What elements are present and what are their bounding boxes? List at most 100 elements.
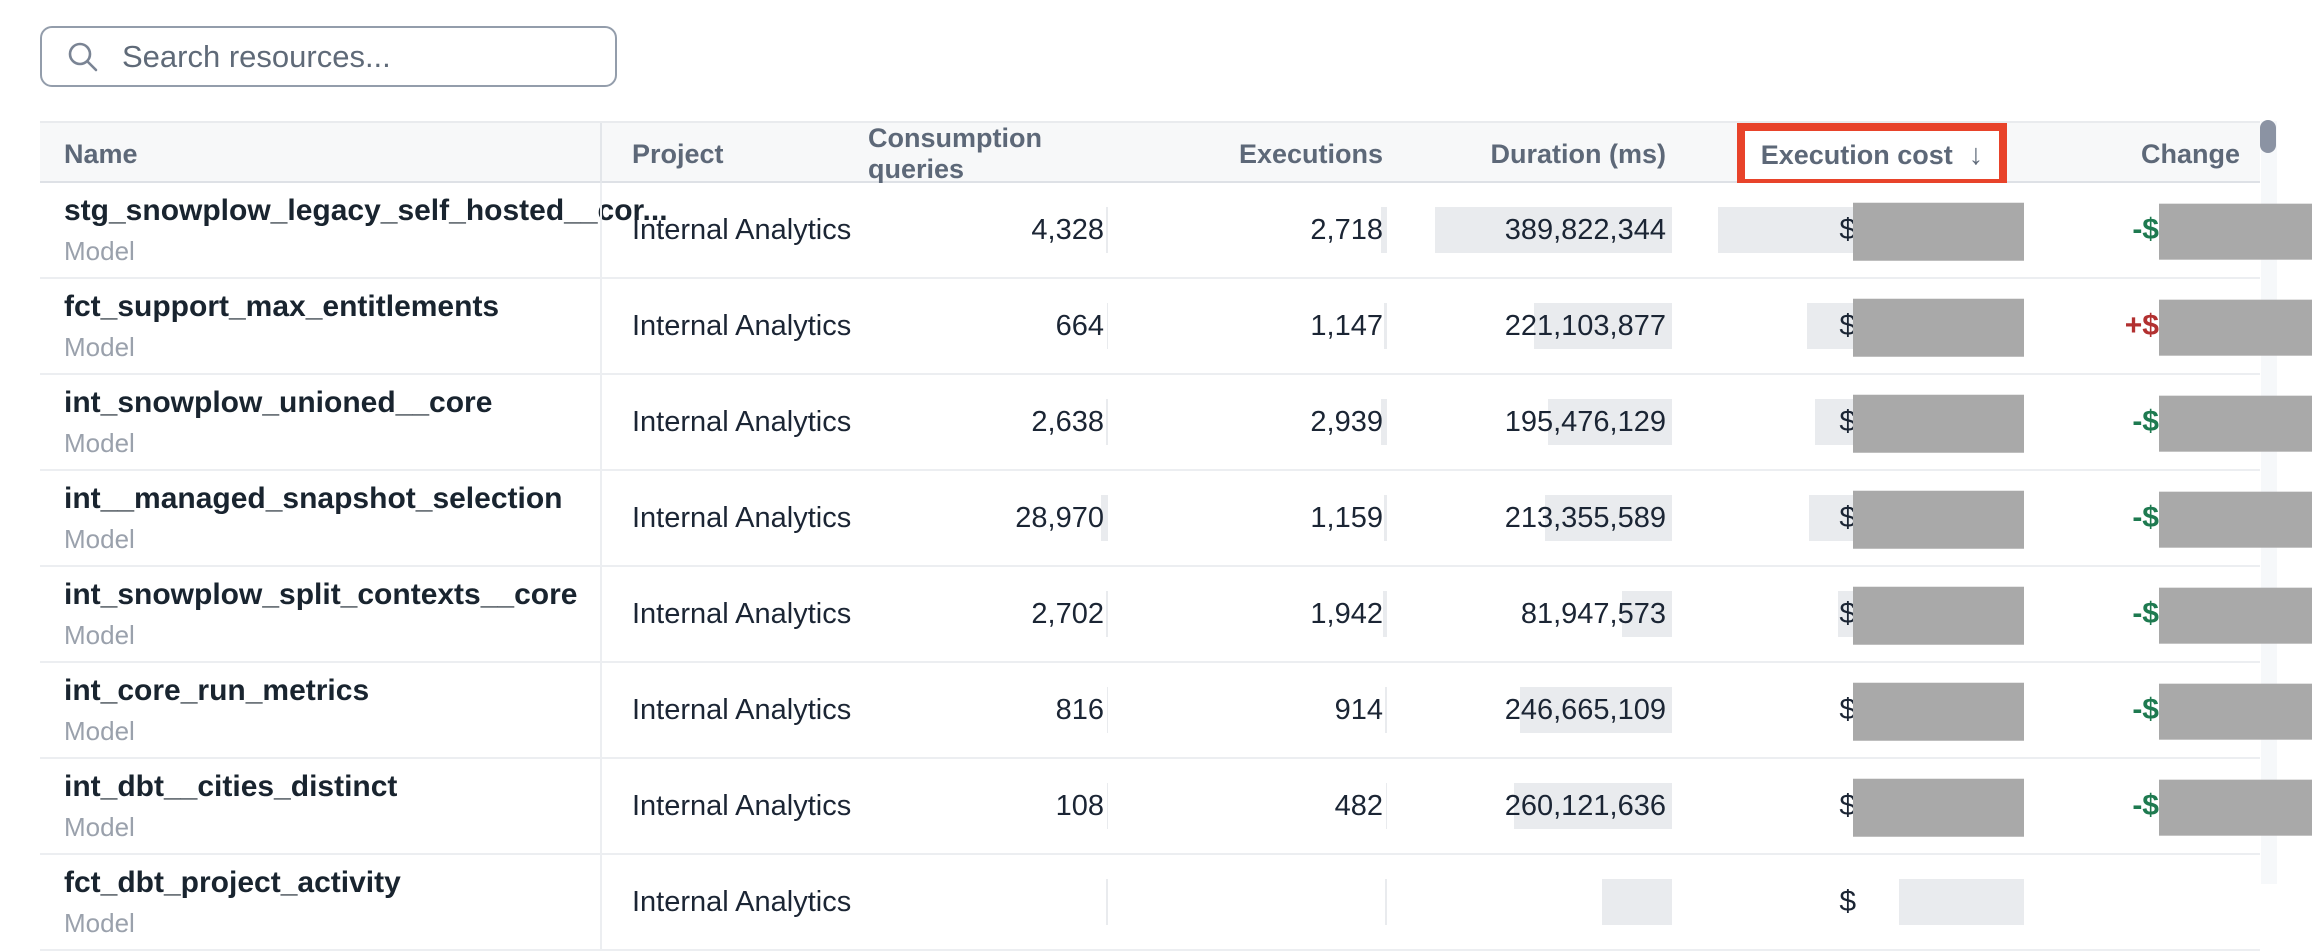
duration-value: 221,103,877 [1504,310,1666,342]
value-bar [1622,591,1672,637]
resource-type: Model [64,907,135,938]
change-sign: -$ [2132,213,2159,246]
execution-cost-cell: $ [1692,471,2044,565]
table-row[interactable]: int__managed_snapshot_selection Model In… [40,471,2312,567]
resource-name: int_core_run_metrics [64,673,370,707]
value-bar [1384,495,1387,541]
search-input[interactable] [120,37,615,76]
cost-currency-prefix: $ [1839,693,1856,726]
execution-cost-cell: $ [1692,279,2044,373]
table-row[interactable]: fct_dbt_project_activity Model Internal … [40,855,2260,951]
execution-cost-label: Execution cost [1760,139,1953,170]
value-bar [1106,591,1108,637]
consumption-queries-value: 664 [1055,310,1104,342]
value-bar [1385,687,1387,733]
table-header-row: Name Project Consumption queries Executi… [40,121,2260,187]
cost-currency-prefix: $ [1839,309,1856,342]
resource-name-cell[interactable]: stg_snowplow_legacy_self_hosted__cor... … [40,183,668,277]
duration-value: 389,822,344 [1504,214,1666,246]
redaction-overlay [1853,298,2024,357]
scrollbar-thumb[interactable] [2260,120,2276,153]
project-cell: Internal Analytics [600,855,868,949]
search-box[interactable] [40,26,617,87]
resource-name-cell[interactable]: int_snowplow_unioned__core Model [40,375,600,469]
resource-name-cell[interactable]: int_snowplow_split_contexts__core Model [40,567,600,661]
resource-type: Model [64,811,135,842]
executions-value: 1,147 [1310,310,1383,342]
executions-value: 1,159 [1310,502,1383,534]
redaction-overlay [2159,203,2312,260]
value-bar [1107,303,1108,349]
change-sign: +$ [2124,309,2159,342]
change-sign: -$ [2132,501,2159,534]
value-bar [1107,687,1108,733]
value-bar [1520,687,1672,733]
resource-name: int_snowplow_unioned__core [64,385,493,419]
table-row[interactable]: fct_support_max_entitlements Model Inter… [40,279,2312,375]
value-bar [1106,207,1108,253]
project-cell: Internal Analytics [600,279,868,373]
duration-value: 81,947,573 [1520,598,1666,630]
cost-currency-prefix: $ [1839,405,1856,438]
column-header-duration[interactable]: Duration (ms) [1490,138,1667,169]
consumption-queries-cell: 2,638 [868,375,1130,469]
consumption-queries-cell: 108 [868,759,1130,853]
executions-cell: 1,147 [1130,279,1412,373]
table-row[interactable]: int_core_run_metrics Model Internal Anal… [40,663,2312,759]
resource-type: Model [64,523,135,554]
change-cell [2044,855,2260,949]
execution-cost-cell: $ [1692,663,2044,757]
resource-type: Model [64,619,135,650]
change-sign: -$ [2132,597,2159,630]
executions-cell: 1,942 [1130,567,1412,661]
column-header-name[interactable]: Name [64,138,138,169]
duration-cell: 213,355,589 [1412,471,1692,565]
resource-name-cell[interactable]: int_core_run_metrics Model [40,663,600,757]
table-body: stg_snowplow_legacy_self_hosted__cor... … [40,183,2312,951]
table-row[interactable]: stg_snowplow_legacy_self_hosted__cor... … [40,183,2312,279]
execution-cost-cell: $ [1692,567,2044,661]
column-header-consumption-queries[interactable]: Consumption queries [868,123,1042,184]
consumption-queries-value: 28,970 [1015,502,1104,534]
duration-value: 213,355,589 [1504,502,1666,534]
duration-cell: 389,822,344 [1412,183,1692,277]
resource-name-cell[interactable]: fct_dbt_project_activity Model [40,855,600,949]
table-row[interactable]: int_snowplow_split_contexts__core Model … [40,567,2312,663]
consumption-queries-cell: 664 [868,279,1130,373]
table-row[interactable]: int_snowplow_unioned__core Model Interna… [40,375,2312,471]
executions-value: 2,939 [1310,406,1383,438]
duration-cell [1412,855,1692,949]
project-cell: Internal Analytics [600,759,868,853]
consumption-queries-cell: 816 [868,663,1130,757]
resource-name-cell[interactable]: int__managed_snapshot_selection Model [40,471,600,565]
resource-name: int_snowplow_split_contexts__core [64,577,578,611]
value-bar [1101,495,1108,541]
resource-name-cell[interactable]: fct_support_max_entitlements Model [40,279,600,373]
resource-name-cell[interactable]: int_dbt__cities_distinct Model [40,759,600,853]
change-cell: -$ [2044,471,2312,565]
cost-currency-prefix: $ [1839,213,1856,246]
change-cell: +$ [2044,279,2312,373]
executions-cell [1130,855,1412,949]
column-header-change[interactable]: Change [2140,138,2240,169]
project-name: Internal Analytics [632,885,852,918]
value-bar [1435,207,1672,253]
cost-currency-prefix: $ [1839,789,1856,822]
duration-value: 246,665,109 [1504,694,1666,726]
column-header-execution-cost[interactable]: Execution cost ↓ [1692,123,2044,187]
column-header-project[interactable]: Project [600,123,868,185]
change-cell: -$ [2044,567,2312,661]
duration-cell: 195,476,129 [1412,375,1692,469]
project-cell: Internal Analytics [600,375,868,469]
resource-type: Model [64,235,135,266]
resource-name: int__managed_snapshot_selection [64,481,563,515]
table-row[interactable]: int_dbt__cities_distinct Model Internal … [40,759,2312,855]
resource-name: int_dbt__cities_distinct [64,769,398,803]
project-cell: Internal Analytics [600,471,868,565]
duration-cell: 221,103,877 [1412,279,1692,373]
execution-cost-cell: $ [1692,183,2044,277]
executions-value: 2,718 [1310,214,1383,246]
project-name: Internal Analytics [632,405,852,438]
value-bar [1899,879,2024,925]
column-header-executions[interactable]: Executions [1238,138,1383,169]
